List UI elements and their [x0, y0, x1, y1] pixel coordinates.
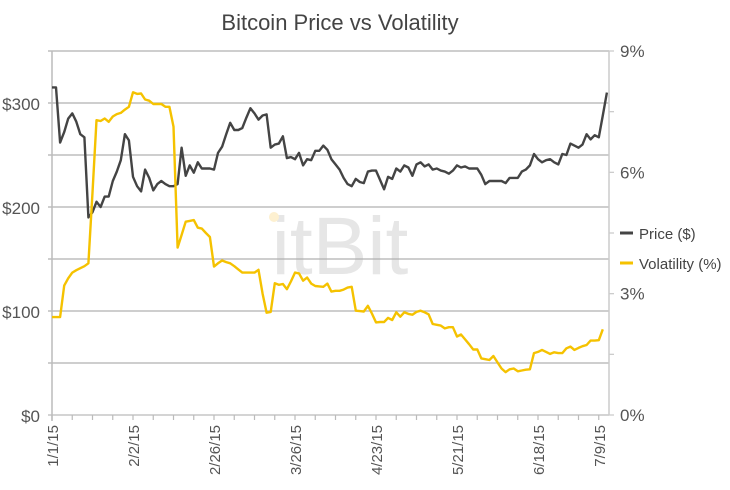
legend-label: Volatility (%) [639, 256, 722, 273]
x-axis-tick-label: 7/9/15 [592, 425, 609, 467]
right-axis-tick-label: 6% [620, 163, 645, 182]
right-axis-tick-label: 0% [620, 406, 645, 425]
x-axis-tick-label: 2/26/15 [207, 425, 224, 475]
right-axis-tick-label: 3% [620, 285, 645, 304]
left-axis-tick-label: $200 [2, 199, 40, 218]
x-axis-tick-label: 6/18/15 [531, 425, 548, 475]
watermark-logo: itBit [272, 201, 409, 292]
price-series-line [52, 86, 609, 219]
x-axis-tick-label: 3/26/15 [288, 425, 305, 475]
right-axis-tick-label: 9% [620, 42, 645, 61]
legend-label: Price ($) [639, 226, 696, 243]
left-axis-tick-label: $100 [2, 303, 40, 322]
x-axis-tick-label: 5/21/15 [450, 425, 467, 475]
watermark-dot [269, 212, 279, 222]
x-axis-tick-label: 4/23/15 [369, 425, 386, 475]
x-axis-tick-label: 2/2/15 [126, 425, 143, 467]
volatility-series-line [52, 91, 604, 374]
left-axis-tick-label: $0 [21, 407, 40, 426]
chart-title: Bitcoin Price vs Volatility [221, 10, 458, 35]
left-axis-tick-label: $300 [2, 95, 40, 114]
x-axis-tick-label: 1/1/15 [45, 425, 62, 467]
